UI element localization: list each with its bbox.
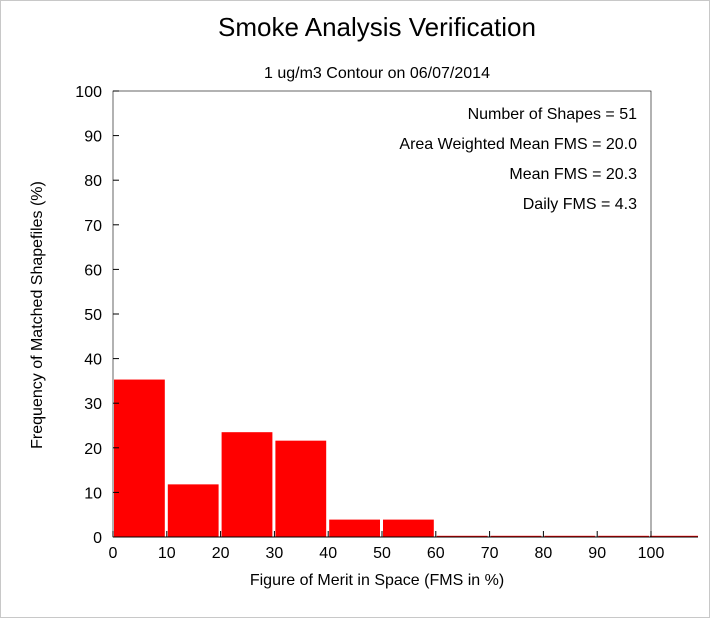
chart-subtitle: 1 ug/m3 Contour on 06/07/2014 xyxy=(264,65,490,82)
y-tick-label: 90 xyxy=(84,129,102,146)
bar-7 xyxy=(490,535,542,537)
x-axis-label: Figure of Merit in Space (FMS in %) xyxy=(250,572,504,589)
stats-annotation: Number of Shapes = 51 xyxy=(468,106,638,123)
bar-3 xyxy=(275,440,327,537)
bar-9 xyxy=(598,535,649,537)
x-tick-label: 50 xyxy=(373,545,391,562)
stats-annotation: Mean FMS = 20.3 xyxy=(509,166,637,183)
x-tick-label: 20 xyxy=(212,545,230,562)
stats-annotation: Area Weighted Mean FMS = 20.0 xyxy=(399,136,637,153)
y-tick-label: 20 xyxy=(84,441,102,458)
bar-5 xyxy=(383,519,434,537)
chart-title: Smoke Analysis Verification xyxy=(218,12,536,42)
y-tick-label: 60 xyxy=(84,262,102,279)
x-tick-label: 100 xyxy=(638,545,665,562)
bar-baseline-extension xyxy=(650,535,698,537)
stats-annotations: Number of Shapes = 51 Area Weighted Mean … xyxy=(399,106,637,213)
bar-0 xyxy=(114,379,165,537)
x-tick-label: 0 xyxy=(109,545,118,562)
x-axis-ticks: 0 10 20 30 40 50 60 70 80 90 100 xyxy=(109,531,665,562)
y-tick-label: 40 xyxy=(84,352,102,369)
plot-area-frame xyxy=(112,90,652,538)
stats-annotation: Daily FMS = 4.3 xyxy=(523,196,637,213)
bars-group xyxy=(114,379,698,537)
y-tick-label: 70 xyxy=(84,218,102,235)
y-axis-label: Frequency of Matched Shapefiles (%) xyxy=(29,181,46,449)
bar-4 xyxy=(329,519,380,537)
x-tick-label: 10 xyxy=(158,545,176,562)
y-tick-label: 100 xyxy=(75,84,102,101)
x-tick-label: 80 xyxy=(535,545,553,562)
x-tick-label: 60 xyxy=(427,545,445,562)
y-tick-label: 50 xyxy=(84,307,102,324)
bar-1 xyxy=(167,484,219,537)
x-tick-label: 70 xyxy=(481,545,499,562)
y-tick-label: 30 xyxy=(84,396,102,413)
y-tick-label: 80 xyxy=(84,173,102,190)
y-axis-ticks: 0 10 20 30 40 50 60 70 80 90 100 xyxy=(75,84,119,547)
y-tick-label: 0 xyxy=(93,530,102,547)
x-tick-label: 30 xyxy=(266,545,284,562)
x-tick-label: 40 xyxy=(319,545,337,562)
y-tick-label: 10 xyxy=(84,485,102,502)
bar-6 xyxy=(436,535,488,537)
bar-2 xyxy=(221,432,273,537)
bar-8 xyxy=(544,535,596,537)
x-tick-label: 90 xyxy=(588,545,606,562)
